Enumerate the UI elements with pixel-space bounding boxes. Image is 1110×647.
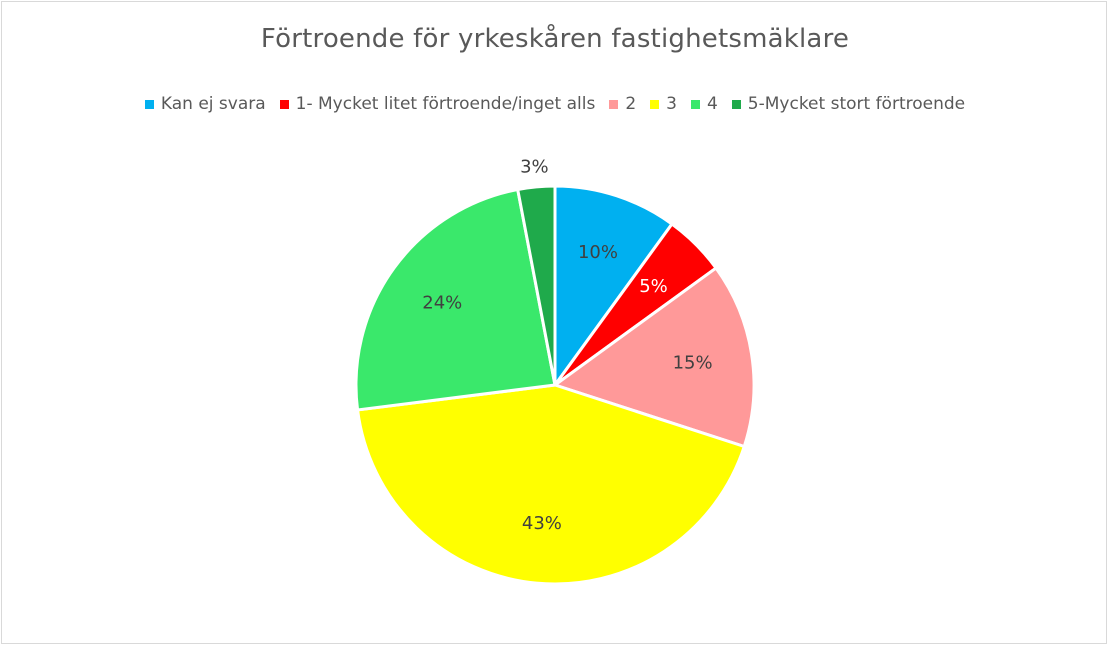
chart-legend: Kan ej svara 1- Mycket litet förtroende/i…	[0, 90, 1110, 118]
pie-slice	[553, 184, 674, 387]
data-label: 15%	[673, 353, 713, 374]
legend-item: 4	[690, 94, 718, 114]
legend-label: 4	[706, 94, 718, 114]
pie-slice	[516, 184, 557, 387]
pie-slice	[553, 266, 756, 448]
legend-item: 3	[650, 94, 677, 114]
legend-swatch	[731, 99, 741, 109]
legend-label: Kan ej svara	[160, 94, 266, 114]
legend-swatch	[144, 99, 154, 109]
data-label: 43%	[522, 513, 562, 534]
pie-slice	[356, 383, 746, 586]
legend-swatch	[279, 99, 289, 109]
legend-swatch	[609, 99, 619, 109]
legend-swatch	[650, 99, 660, 109]
legend-item: 5-Mycket stort förtroende	[731, 94, 966, 114]
legend-item: Kan ej svara	[144, 94, 266, 114]
legend-swatch	[690, 99, 700, 109]
legend-item: 2	[609, 94, 636, 114]
data-label: 10%	[578, 242, 618, 263]
legend-item: 1- Mycket litet förtroende/inget alls	[279, 94, 596, 114]
chart-title: Förtroende för yrkeskåren fastighetsmäkl…	[260, 24, 850, 54]
legend-label: 1- Mycket litet förtroende/inget alls	[295, 94, 596, 114]
legend-label: 5-Mycket stort förtroende	[747, 94, 966, 114]
legend-label: 2	[625, 94, 637, 114]
legend-label: 3	[666, 94, 677, 114]
pie-slice	[354, 188, 557, 412]
data-label: 24%	[422, 293, 462, 314]
data-label: 5%	[639, 276, 668, 297]
data-label: 3%	[520, 157, 549, 178]
